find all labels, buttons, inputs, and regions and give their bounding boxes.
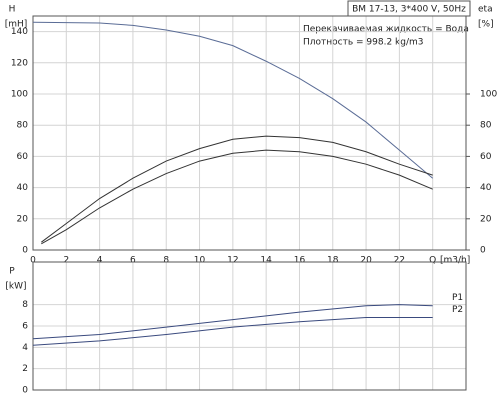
x-tick-label: 6 [130, 256, 136, 266]
y2-tick-label: 40 [480, 183, 492, 193]
y-tick-label: 120 [11, 58, 28, 68]
x-tick-label: Q [429, 256, 436, 266]
series-line [32, 316, 433, 346]
y2-axis-label: eta [478, 5, 493, 15]
y2-tick-label: 60 [480, 152, 492, 162]
y-tick-label: 20 [17, 214, 29, 224]
y-tick-label: 4 [22, 343, 28, 353]
plot-frame [32, 261, 467, 391]
series-line [41, 135, 433, 243]
series-line [41, 149, 433, 245]
annotation: Перекачиваемая жидкость = Вода [303, 25, 469, 35]
y-axis-label: P [9, 267, 15, 277]
y-tick-label: 60 [17, 152, 29, 162]
plot-frame [32, 15, 467, 251]
y2-tick-label: 0 [480, 246, 486, 256]
y-tick-label: 80 [17, 121, 29, 131]
series-label: P2 [452, 305, 463, 315]
x-tick-label: 20 [360, 256, 372, 266]
x-tick-label: 12 [227, 256, 238, 266]
y2-tick-label: 80 [480, 121, 492, 131]
x-tick-label: 18 [327, 256, 339, 266]
x-tick-label: 4 [97, 256, 103, 266]
x-axis-unit: [m3/h] [440, 256, 470, 266]
series-line [32, 304, 433, 340]
y-tick-label: 2 [22, 364, 28, 374]
y-axis-unit: [mH] [5, 20, 28, 30]
x-tick-label: 22 [394, 256, 405, 266]
y-tick-label: 0 [22, 246, 28, 256]
y2-tick-label: 100 [480, 90, 497, 100]
series-line [32, 21, 434, 179]
chart-title: BM 17-13, 3*400 V, 50Hz [352, 5, 466, 15]
y-tick-label: 8 [22, 300, 28, 310]
x-tick-label: 14 [260, 256, 272, 266]
x-tick-label: 16 [294, 256, 306, 266]
x-tick-label: 2 [63, 256, 69, 266]
x-tick-label: 10 [194, 256, 206, 266]
y-tick-label: 6 [22, 322, 28, 332]
y-axis-unit: [kW] [5, 282, 26, 292]
annotation: Плотность = 998.2 kg/m3 [303, 38, 424, 48]
y-axis-label: H [9, 5, 16, 15]
series-label: P1 [452, 293, 463, 303]
y-tick-label: 140 [11, 27, 28, 37]
y-tick-label: 40 [17, 183, 29, 193]
y-tick-label: 100 [11, 90, 28, 100]
y2-axis-unit: [%] [478, 20, 494, 30]
x-tick-label: 8 [163, 256, 169, 266]
y2-tick-label: 20 [480, 214, 492, 224]
y-tick-label: 0 [22, 386, 28, 396]
x-tick-label: 0 [30, 256, 36, 266]
